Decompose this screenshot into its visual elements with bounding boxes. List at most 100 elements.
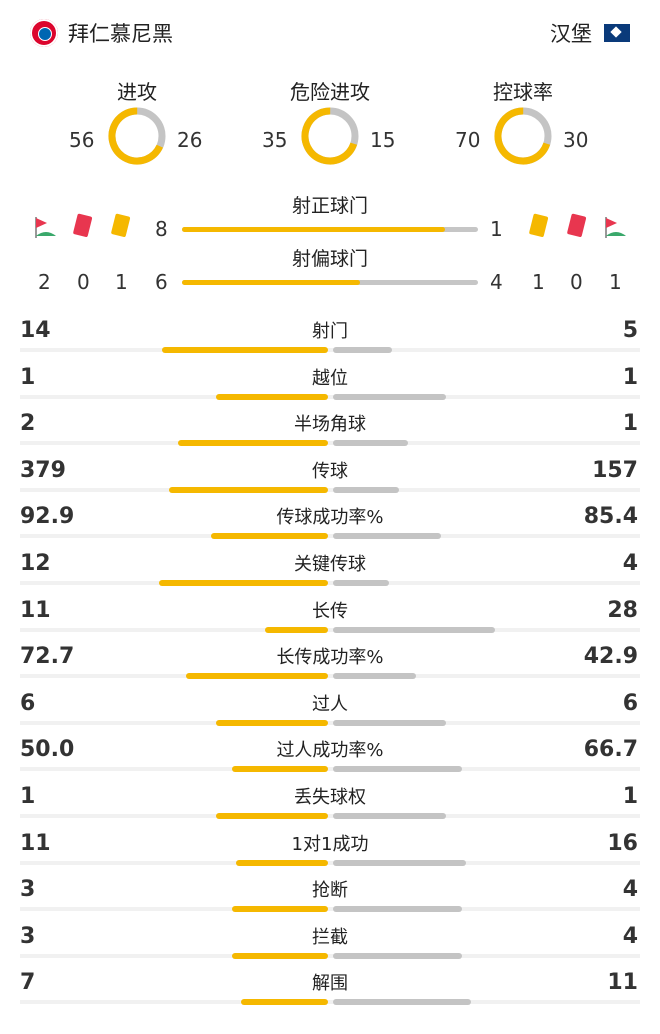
donut-home-arc [108, 107, 166, 165]
donut-chart [494, 107, 552, 165]
stat-label: 长传 [312, 600, 348, 622]
home-corners-count: 2 [38, 270, 51, 294]
donut-home-arc [301, 107, 359, 165]
stat-label: 1对1成功 [291, 833, 369, 855]
stat-row-track [20, 394, 640, 399]
home-team[interactable]: 拜仁慕尼黑 [30, 18, 173, 48]
stat-row-track [20, 674, 640, 679]
stat-row-track [20, 534, 640, 539]
donut-home-value: 70 [455, 128, 481, 152]
stat-away-bar [333, 766, 462, 773]
yellow-card-icon [111, 213, 131, 237]
stat-away-value: 5 [622, 318, 638, 343]
match-header: 拜仁慕尼黑 汉堡 [0, 0, 660, 64]
stat-away-bar [333, 859, 467, 866]
stat-row-track [20, 441, 640, 446]
stat-away-value: 1 [622, 411, 638, 437]
stat-label: 半场角球 [294, 414, 366, 436]
stat-row-track [20, 860, 640, 865]
stat-away-value: 16 [607, 830, 638, 856]
stat-away-bar [333, 580, 390, 586]
stat-away-bar [333, 347, 393, 353]
stat-row: 14 射门 5 [0, 311, 660, 357]
stat-away-value: 6 [622, 690, 638, 716]
shots-off-target-label: 射偏球门 [291, 248, 368, 270]
stat-label: 解围 [312, 973, 348, 995]
away-team-name: 汉堡 [550, 22, 592, 46]
shots-on-target-bar [182, 227, 478, 232]
stat-away-bar [333, 719, 446, 726]
stat-home-bar [162, 347, 328, 353]
stat-row-track [20, 907, 640, 912]
stat-home-value: 11 [20, 830, 51, 856]
stat-away-value: 4 [622, 923, 638, 949]
donut-attack: 进攻 56 26 [37, 76, 237, 186]
stat-row: 7 解围 11 [0, 963, 660, 1009]
stat-row-track [20, 814, 640, 818]
shots-on-target-home-fill [182, 227, 446, 232]
stat-away-bar [333, 393, 446, 400]
stat-home-value: 2 [20, 411, 36, 437]
stat-away-value: 66.7 [583, 737, 638, 763]
stat-away-bar [333, 999, 471, 1006]
shots-off-target-home: 6 [155, 270, 168, 294]
stat-away-value: 4 [622, 877, 638, 903]
stat-row: 3 拦截 4 [0, 917, 660, 963]
stat-label: 传球 [312, 460, 348, 482]
donut-dangerous-attack: 危险进攻 35 15 [230, 76, 430, 186]
stat-home-value: 7 [20, 970, 36, 996]
stat-away-value: 85.4 [583, 504, 638, 530]
donut-possession: 控球率 70 30 [423, 76, 623, 186]
stat-row-track [20, 767, 640, 772]
home-yellow-cards-count: 1 [115, 270, 128, 294]
stat-away-bar [333, 813, 446, 819]
stat-label: 过人 [312, 693, 348, 715]
stat-away-bar [333, 906, 462, 913]
donut-away-value: 15 [370, 128, 396, 152]
donut-away-value: 26 [177, 128, 203, 152]
donut-home-value: 56 [69, 128, 95, 152]
stat-row: 2 半场角球 1 [0, 404, 660, 450]
stat-home-bar [264, 626, 328, 633]
red-card-icon [567, 213, 587, 237]
stat-row-track [20, 487, 640, 492]
home-team-name: 拜仁慕尼黑 [68, 22, 173, 46]
shots-on-target-away: 1 [490, 217, 503, 241]
stat-home-value: 92.9 [20, 504, 75, 530]
stat-label: 关键传球 [294, 554, 366, 575]
donut-home-value: 35 [262, 128, 288, 152]
home-red-cards-count: 0 [77, 270, 90, 294]
shots-off-target-away: 4 [490, 270, 503, 294]
stat-home-bar [168, 486, 328, 493]
shots-off-target-bar [182, 280, 478, 285]
stat-row-track [20, 627, 640, 632]
stat-home-bar [215, 813, 328, 819]
stat-row: 92.9 传球成功率% 85.4 [0, 497, 660, 543]
stat-home-value: 3 [20, 877, 36, 903]
stat-row: 1 越位 1 [0, 358, 660, 404]
stat-label: 越位 [312, 367, 348, 389]
stat-row: 379 传球 157 [0, 451, 660, 497]
stat-away-value: 28 [607, 597, 638, 623]
shots-on-target-home: 8 [155, 217, 168, 241]
donut-home-arc [494, 107, 552, 165]
stat-row-track [20, 720, 640, 725]
stat-row: 1 丢失球权 1 [0, 777, 660, 823]
stat-row: 12 关键传球 4 [0, 544, 660, 590]
donut-title: 进攻 [117, 80, 157, 104]
stat-label: 拦截 [312, 926, 348, 948]
shots-on-target-label: 射正球门 [291, 195, 368, 217]
stat-home-value: 1 [20, 784, 36, 809]
stat-home-value: 1 [20, 364, 36, 390]
away-team[interactable]: 汉堡 [550, 18, 630, 48]
stat-label: 过人成功率% [276, 740, 384, 762]
stat-row-track [20, 1000, 640, 1005]
stat-home-value: 14 [20, 318, 51, 343]
hamburg-crest-icon [604, 24, 630, 42]
stat-home-value: 50.0 [20, 737, 75, 763]
donut-away-value: 30 [563, 128, 589, 152]
stat-home-bar [236, 859, 328, 866]
stat-home-bar [231, 766, 328, 773]
stat-away-value: 42.9 [583, 644, 638, 670]
stat-home-bar [186, 673, 328, 680]
